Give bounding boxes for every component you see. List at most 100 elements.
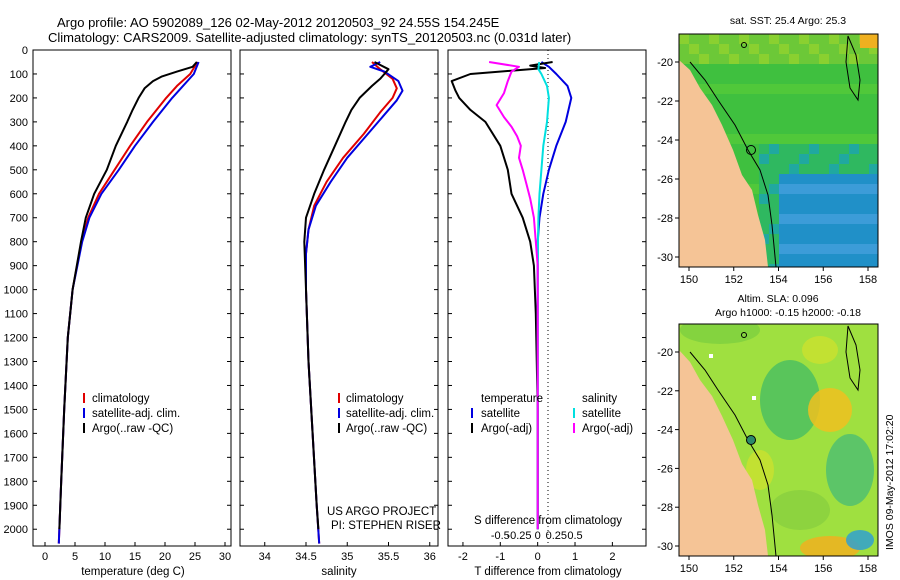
sst-argo-position-marker (746, 145, 756, 155)
sst-cell (819, 194, 829, 204)
sst-cell (699, 44, 709, 54)
sst-cell (819, 264, 829, 267)
sst-cell (779, 54, 789, 64)
depth-tick-label: 1900 (4, 500, 28, 512)
sst-cell (769, 224, 779, 234)
map-x-tick-label: 156 (814, 563, 832, 575)
sst-cell (749, 94, 759, 104)
series-line-argo-raw-qc- (303, 61, 390, 530)
sst-cell (789, 254, 799, 264)
sst-cell (789, 184, 799, 194)
sst-cell (739, 84, 749, 94)
sst-cell (719, 94, 729, 104)
sst-cell (819, 54, 829, 64)
sst-cell (819, 114, 829, 124)
legend-temperature-heading: temperature (481, 393, 543, 405)
sst-cell (859, 254, 869, 264)
sst-cell (819, 184, 829, 194)
sst-cell (739, 164, 749, 174)
sst-cell (789, 204, 799, 214)
sst-cell (779, 224, 789, 234)
sst-cell (769, 264, 779, 267)
sst-cell (849, 204, 859, 214)
sst-cell (829, 104, 839, 114)
t-difference-xlabel: T difference from climatology (474, 566, 621, 578)
map-x-tick-label: 152 (725, 563, 743, 575)
sst-cell (699, 84, 709, 94)
sst-cell (839, 234, 849, 244)
sst-cell (859, 184, 869, 194)
sst-cell (829, 194, 839, 204)
s-diff-tick-label: -0.5 (491, 530, 510, 542)
sst-cell (869, 264, 878, 267)
sst-cell (859, 154, 869, 164)
sst-cell (869, 214, 878, 224)
sst-cell (819, 44, 829, 54)
sst-cell (759, 84, 769, 94)
depth-tick-label: 200 (10, 93, 28, 105)
map-x-tick-label: 154 (769, 274, 787, 286)
sst-cell (869, 74, 878, 84)
map-y-tick-label: -20 (657, 57, 673, 69)
sst-cell (719, 74, 729, 84)
legend-argo: Argo(..raw -QC) (92, 423, 173, 435)
sla-map-title-1: Altim. SLA: 0.096 (737, 293, 818, 305)
sst-cell (779, 144, 789, 154)
sst-land-mass (679, 60, 768, 267)
diff-legend-t-satellite: satellite (481, 408, 520, 420)
sst-cell (839, 104, 849, 114)
sst-cell (799, 214, 809, 224)
sst-cell (779, 124, 789, 134)
x-tick-label: 35.5 (378, 551, 399, 563)
temperature-panel: 0100200300400500600700800900100011001200… (4, 45, 232, 578)
sst-cell (819, 244, 829, 254)
sst-cell (769, 54, 779, 64)
s-diff-tick-label: 0.5 (567, 530, 582, 542)
x-tick-label: -2 (458, 551, 468, 563)
sst-cell (769, 104, 779, 114)
series-line-salinity-argo-adj- (488, 61, 539, 530)
sla-field-blob (826, 434, 874, 506)
s-difference-xlabel: S difference from climatology (474, 515, 622, 527)
sst-cell (689, 54, 699, 64)
temperature-frame (32, 49, 232, 547)
depth-tick-label: 1100 (4, 309, 28, 321)
sst-cell (789, 194, 799, 204)
temperature-x-axis: 0 5 10 15 20 25 30 (42, 542, 231, 563)
sst-cell (859, 244, 869, 254)
sst-cell (839, 114, 849, 124)
sst-cell (789, 134, 799, 144)
sst-cell (769, 114, 779, 124)
sst-cell (789, 234, 799, 244)
sst-cell (839, 184, 849, 194)
sla-field-blob (802, 336, 838, 364)
sla-field-blob (808, 388, 852, 432)
sst-cell (849, 74, 859, 84)
temperature-series (57, 61, 200, 544)
sst-cell (769, 254, 779, 264)
sst-cell (729, 54, 739, 64)
sst-cell (849, 194, 859, 204)
sst-cell (759, 64, 769, 74)
sst-cell (719, 64, 729, 74)
sst-cell (799, 234, 809, 244)
sst-cell (739, 74, 749, 84)
sst-cell (869, 94, 878, 104)
sst-cell (829, 74, 839, 84)
sst-cell (779, 104, 789, 114)
sst-cell (839, 44, 849, 54)
sla-map: Altim. SLA: 0.096 Argo h1000: -0.15 h200… (657, 293, 879, 575)
sst-cell (729, 134, 739, 144)
sst-cell (809, 214, 819, 224)
sst-cell (739, 124, 749, 134)
sst-cell (729, 114, 739, 124)
sst-cell (849, 34, 859, 44)
sst-cell (769, 134, 779, 144)
sst-cell (869, 174, 878, 184)
sst-map: sat. SST: 25.4 Argo: 25.3 150 152 154 156 15… (657, 15, 879, 286)
sst-cell (759, 184, 769, 194)
sst-cell (859, 134, 869, 144)
sst-cell (839, 254, 849, 264)
map-y-tick-label: -24 (657, 425, 673, 437)
sst-cell (789, 94, 799, 104)
